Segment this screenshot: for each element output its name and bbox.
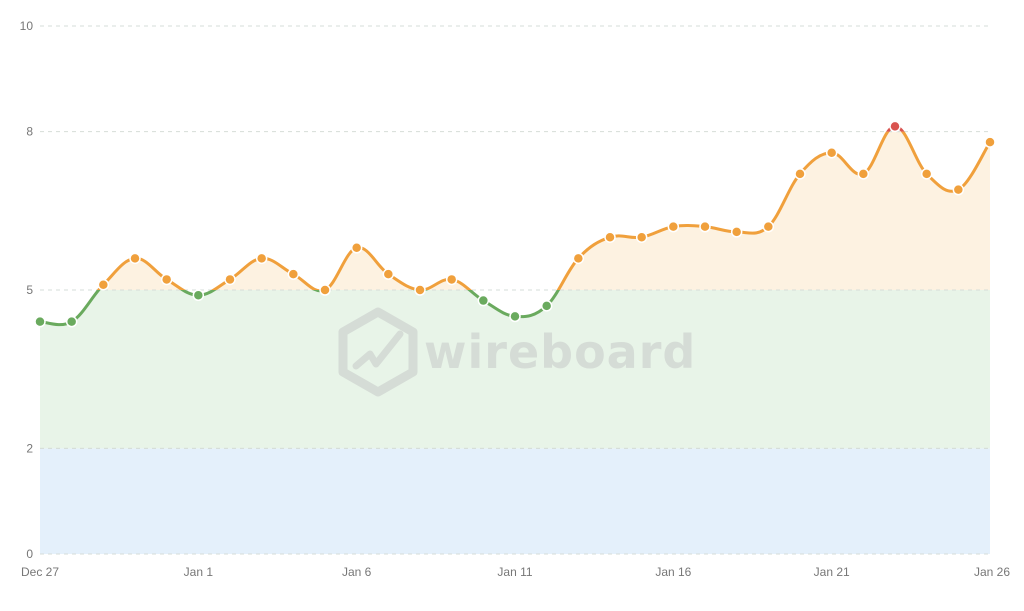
x-tick-label: Jan 1 — [184, 565, 214, 579]
data-point[interactable] — [160, 273, 173, 286]
y-tick-label: 8 — [26, 125, 33, 139]
data-point[interactable] — [825, 146, 838, 159]
data-point[interactable] — [984, 136, 996, 148]
data-point[interactable] — [414, 284, 426, 296]
y-tick-label: 2 — [26, 441, 33, 455]
y-axis: 0 2 5 8 10 — [20, 19, 34, 561]
data-point[interactable] — [889, 120, 901, 133]
x-axis: Dec 27 Jan 1 Jan 6 Jan 11 Jan 16 Jan 21 Jan 26 — [21, 565, 1010, 579]
x-tick-label: Jan 21 — [814, 565, 850, 579]
data-point[interactable] — [794, 168, 806, 180]
data-point[interactable] — [34, 315, 46, 328]
data-point[interactable] — [477, 294, 490, 307]
data-point[interactable] — [319, 284, 331, 296]
area-mask — [40, 0, 990, 325]
data-point[interactable] — [857, 168, 870, 180]
data-points — [34, 120, 996, 328]
data-point[interactable] — [255, 252, 268, 265]
data-point[interactable] — [350, 242, 363, 254]
data-point[interactable] — [920, 168, 933, 180]
data-point[interactable] — [97, 278, 110, 291]
data-point[interactable] — [509, 310, 521, 323]
data-point[interactable] — [952, 183, 965, 196]
data-point[interactable] — [635, 231, 648, 243]
data-point[interactable] — [445, 273, 458, 286]
data-point[interactable] — [65, 315, 78, 328]
data-point[interactable] — [540, 300, 553, 312]
y-tick-label: 0 — [26, 547, 33, 561]
data-point[interactable] — [382, 268, 395, 280]
y-tick-label: 5 — [26, 283, 33, 297]
data-point[interactable] — [762, 220, 775, 233]
data-point[interactable] — [224, 273, 236, 286]
x-tick-label: Jan 6 — [342, 565, 372, 579]
data-point[interactable] — [192, 289, 205, 302]
x-tick-label: Jan 11 — [497, 565, 532, 579]
data-point[interactable] — [730, 226, 743, 238]
band-0-2 — [40, 448, 990, 554]
x-tick-label: Dec 27 — [21, 565, 59, 579]
data-point[interactable] — [667, 220, 680, 233]
x-tick-label: Jan 26 — [974, 565, 1010, 579]
watermark-text: wireboard — [424, 325, 696, 379]
data-point[interactable] — [572, 252, 585, 265]
data-point[interactable] — [699, 220, 711, 233]
data-point[interactable] — [129, 252, 141, 265]
wireboard-logo-icon — [338, 307, 418, 397]
wireboard-watermark: wireboard — [338, 307, 696, 397]
data-point[interactable] — [287, 268, 300, 280]
x-tick-label: Jan 16 — [655, 565, 691, 579]
y-tick-label: 10 — [20, 19, 34, 33]
data-point[interactable] — [604, 231, 616, 243]
